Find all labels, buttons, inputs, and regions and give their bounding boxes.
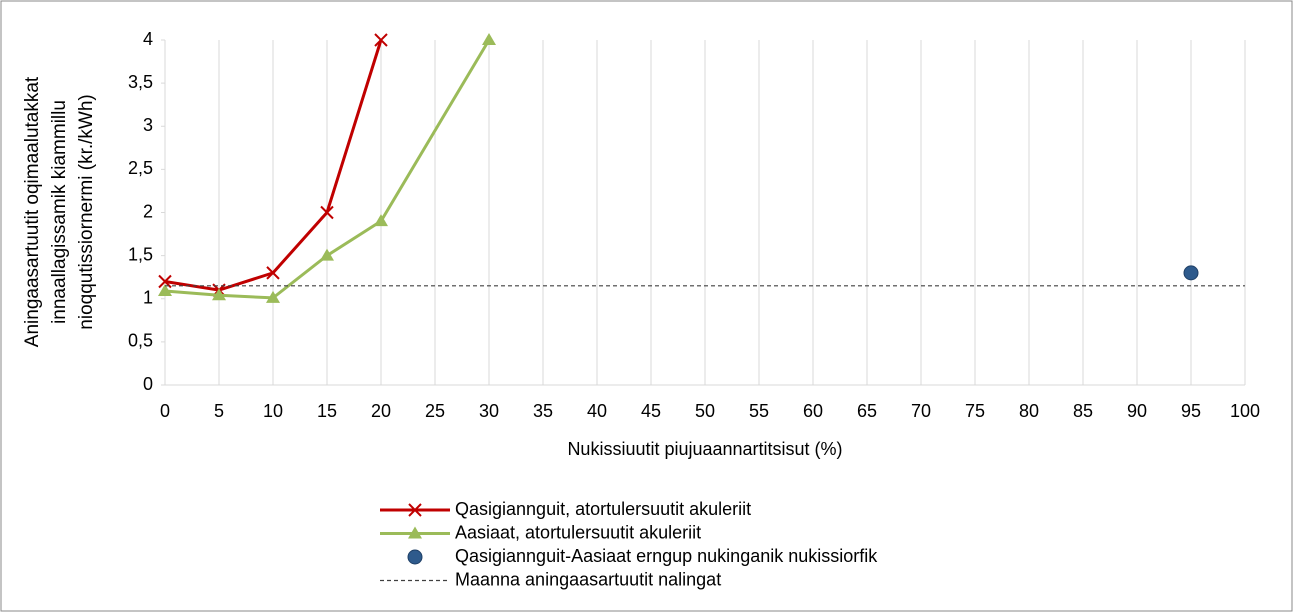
x-tick-label: 70 <box>911 401 931 421</box>
data-point <box>158 283 172 296</box>
data-point <box>482 33 496 45</box>
y-axis-label: Aningaasartuutit oqimaalutakkat <box>22 76 43 347</box>
data-point <box>266 266 280 280</box>
y-axis-label: nioqqutissiornermi (kr./kWh) <box>76 94 97 329</box>
data-point <box>212 288 226 301</box>
x-tick-label: 35 <box>533 401 553 421</box>
x-tick-label: 50 <box>695 401 715 421</box>
data-point <box>374 33 388 47</box>
x-tick-label: 40 <box>587 401 607 421</box>
series-line <box>164 39 491 300</box>
x-tick-label: 25 <box>425 401 445 421</box>
y-tick-label: 1 <box>143 288 153 308</box>
legend-label: Maanna aningaasartuutit nalingat <box>455 569 721 589</box>
x-axis-label: Nukissiuutit piujuaannartitsisut (%) <box>567 439 842 459</box>
x-tick-label: 65 <box>857 401 877 421</box>
y-tick-label: 0 <box>143 374 153 394</box>
data-point <box>374 214 388 227</box>
legend-label: Qasigiannguit, atortulersuutit akuleriit <box>455 499 751 519</box>
x-tick-label: 75 <box>965 401 985 421</box>
y-tick-label: 3 <box>143 115 153 135</box>
data-point <box>1183 265 1199 281</box>
x-tick-label: 85 <box>1073 401 1093 421</box>
y-tick-label: 2 <box>143 201 153 221</box>
x-tick-label: 5 <box>214 401 224 421</box>
x-tick-label: 30 <box>479 401 499 421</box>
x-tick-label: 45 <box>641 401 661 421</box>
x-tick-label: 95 <box>1181 401 1201 421</box>
x-tick-label: 0 <box>160 401 170 421</box>
x-tick-label: 15 <box>317 401 337 421</box>
y-tick-label: 3,5 <box>128 72 153 92</box>
legend-label: Aasiaat, atortulersuutit akuleriit <box>455 522 701 542</box>
x-tick-label: 10 <box>263 401 283 421</box>
y-tick-label: 1,5 <box>128 244 153 264</box>
y-tick-label: 4 <box>143 29 153 49</box>
x-tick-label: 80 <box>1019 401 1039 421</box>
legend-label: Qasigiannguit-Aasiaat erngup nukinganik … <box>455 546 878 566</box>
legend-marker <box>407 549 423 565</box>
data-point <box>320 205 334 220</box>
x-tick-label: 100 <box>1230 401 1260 421</box>
data-point <box>320 248 334 261</box>
y-tick-label: 0,5 <box>128 331 153 351</box>
data-point <box>266 290 280 303</box>
x-tick-label: 60 <box>803 401 823 421</box>
x-tick-label: 90 <box>1127 401 1147 421</box>
legend-marker <box>408 526 422 539</box>
y-axis-label: innaallagissamik kiammillu <box>49 100 70 324</box>
x-tick-label: 20 <box>371 401 391 421</box>
legend-marker <box>408 503 422 517</box>
y-tick-label: 2,5 <box>128 158 153 178</box>
x-tick-label: 55 <box>749 401 769 421</box>
